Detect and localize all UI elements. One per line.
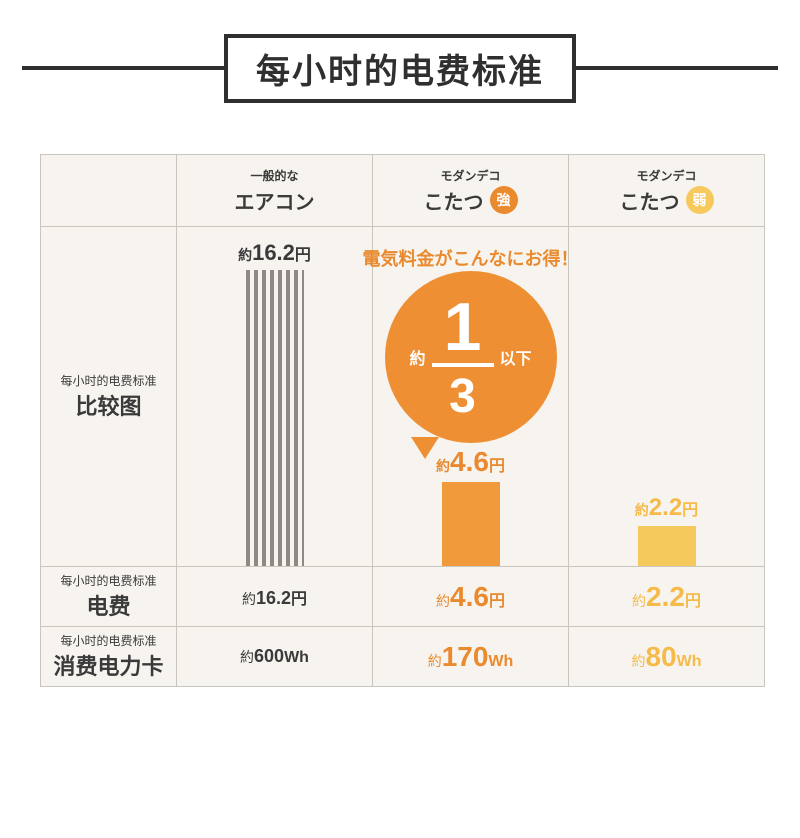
chart-col-weak: 約2.2円 <box>569 227 765 567</box>
bubble-den: 3 <box>449 373 476 421</box>
row-cost: 每小时的电费标准 电费 約16.2円 約4.6円 約2.2円 <box>41 567 765 627</box>
bar-strong-wrap: 約4.6円 <box>442 482 500 566</box>
bubble-prefix: 約 <box>409 345 425 369</box>
row-power-strong: 約170Wh <box>373 627 569 687</box>
header-small-2: モダンデコ <box>569 167 764 184</box>
chart-col-strong: 電気料金がこんなにお得！ 約 1 3 以下 <box>373 227 569 567</box>
header-big-1: こたつ <box>424 186 484 215</box>
row-cost-aircon: 約16.2円 <box>177 567 373 627</box>
header-small-0: 一般的な <box>177 167 372 184</box>
bar-weak-label: 約2.2円 <box>635 494 698 522</box>
comparison-table-wrap: 一般的な エアコン モダンデコ こたつ 強 モダンデコ こたつ 弱 <box>40 154 760 687</box>
bubble-tail <box>411 437 439 459</box>
bar-aircon <box>246 270 304 566</box>
chart-row-label-big: 比较图 <box>75 394 141 419</box>
row-cost-weak: 約2.2円 <box>569 567 765 627</box>
title-bar: 每小时的电费标准 <box>0 38 800 98</box>
row-cost-label-big: 电费 <box>86 594 130 619</box>
page-title: 每小时的电费标准 <box>224 34 576 103</box>
chart-row-label: 每小时的电费标准 比较图 <box>41 227 177 567</box>
row-power: 每小时的电费标准 消费电力卡 約600Wh 約170Wh 約80Wh <box>41 627 765 687</box>
badge-strong: 強 <box>490 186 518 214</box>
row-cost-strong: 約4.6円 <box>373 567 569 627</box>
header-col-kotatsu-strong: モダンデコ こたつ 強 <box>373 155 569 227</box>
row-power-aircon: 約600Wh <box>177 627 373 687</box>
bar-strong-label: 約4.6円 <box>436 446 505 478</box>
bar-weak-wrap: 約2.2円 <box>638 526 696 566</box>
bubble-num: 1 <box>444 293 482 361</box>
header-big-0: エアコン <box>235 192 315 214</box>
row-power-label-small: 每小时的电费标准 <box>41 632 176 649</box>
chart-row: 每小时的电费标准 比较图 約16.2円 電気料金がこんなにお得！ <box>41 227 765 567</box>
row-cost-label-small: 每小时的电费标准 <box>41 572 176 589</box>
table-header-row: 一般的な エアコン モダンデコ こたつ 強 モダンデコ こたつ 弱 <box>41 155 765 227</box>
bar-aircon-wrap: 約16.2円 <box>246 270 304 566</box>
bubble-circle: 約 1 3 以下 <box>385 271 557 443</box>
badge-weak: 弱 <box>686 186 714 214</box>
header-col-aircon: 一般的な エアコン <box>177 155 373 227</box>
header-small-1: モダンデコ <box>373 167 568 184</box>
callout-text: 電気料金がこんなにお得！ <box>280 245 660 271</box>
bubble: 約 1 3 以下 <box>385 271 557 443</box>
header-big-2: こたつ <box>620 186 680 215</box>
header-col-kotatsu-weak: モダンデコ こたつ 弱 <box>569 155 765 227</box>
row-power-weak: 約80Wh <box>569 627 765 687</box>
bubble-fraction: 1 3 <box>432 293 494 421</box>
bubble-frac-line <box>432 363 494 367</box>
bar-weak <box>638 526 696 566</box>
bar-strong <box>442 482 500 566</box>
row-power-label: 每小时的电费标准 消费电力卡 <box>41 627 177 687</box>
row-cost-label: 每小时的电费标准 电费 <box>41 567 177 627</box>
row-power-label-big: 消费电力卡 <box>53 654 163 679</box>
bubble-suffix: 以下 <box>500 345 532 369</box>
chart-row-label-small: 每小时的电费标准 <box>41 372 176 389</box>
header-blank <box>41 155 177 227</box>
comparison-table: 一般的な エアコン モダンデコ こたつ 強 モダンデコ こたつ 弱 <box>40 154 765 687</box>
chart-col-aircon: 約16.2円 <box>177 227 373 567</box>
